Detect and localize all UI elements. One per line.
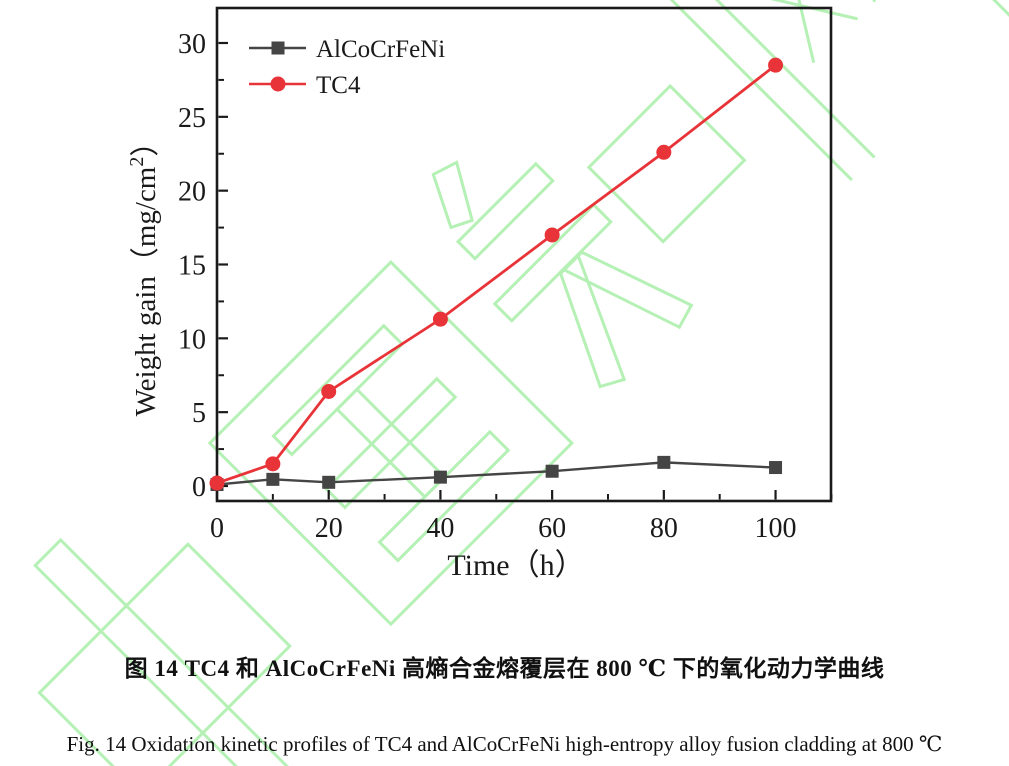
y-tick-label: 5: [192, 398, 206, 429]
x-axis-title: Time（h）: [447, 549, 584, 582]
y-tick-label: 15: [178, 250, 206, 281]
figure-caption-english: Fig. 14 Oxidation kinetic profiles of TC…: [66, 732, 943, 756]
figure-caption-chinese: 图 14 TC4 和 AlCoCrFeNi 高熵合金熔覆层在 800 ℃ 下的氧…: [124, 656, 885, 681]
marker-circle: [768, 57, 784, 73]
marker-square: [433, 470, 447, 484]
y-axis-title: Weight gain（mg/cm2）: [126, 128, 162, 417]
marker-square: [322, 475, 336, 489]
x-tick-label: 20: [315, 513, 343, 544]
marker-circle: [656, 144, 672, 160]
x-tick-label: 100: [755, 513, 797, 544]
x-tick-label: 0: [210, 513, 224, 544]
marker-square: [769, 461, 783, 475]
y-tick-label: 25: [178, 103, 206, 134]
series-line-AlCoCrFeNi: [216, 461, 776, 486]
legend-label-TC4: TC4: [316, 72, 361, 99]
marker-circle: [544, 227, 560, 243]
x-tick-label: 80: [650, 513, 678, 544]
y-tick-label: 30: [178, 29, 206, 60]
oxidation-chart: 0 20 40 60 80 100 0 5 10 15 20 25 30 Time（h） Weight ga…: [126, 6, 833, 582]
marker-circle: [209, 475, 225, 491]
legend-label-AlCoCrFeNi: AlCoCrFeNi: [316, 36, 445, 63]
y-tick-label: 10: [178, 324, 206, 355]
marker-square: [266, 472, 280, 486]
marker-circle: [265, 456, 281, 472]
x-tick-label: 40: [426, 513, 454, 544]
x-tick-label: 60: [538, 513, 566, 544]
marker-square: [657, 455, 671, 469]
y-tick-label: 20: [178, 177, 206, 208]
marker-circle: [321, 383, 337, 399]
marker-square: [545, 464, 559, 478]
series-line-TC4: [216, 64, 777, 485]
legend-marker-circle: [270, 76, 286, 92]
y-tick-label: 0: [192, 472, 206, 503]
plot-frame: [215, 6, 833, 503]
legend-marker-square: [271, 41, 285, 55]
marker-circle: [432, 311, 448, 327]
